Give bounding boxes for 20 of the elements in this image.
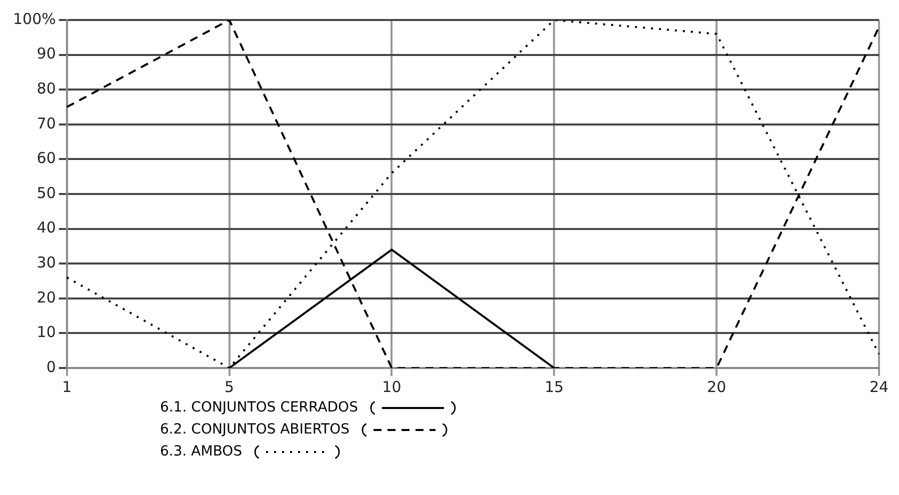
x-tick-label: 24 (869, 378, 889, 396)
y-tick-label: 0 (46, 358, 56, 376)
legend-label: 6.1. CONJUNTOS CERRADOS (160, 400, 358, 416)
legend-label: 6.3. AMBOS (160, 444, 242, 460)
y-tick-label: 70 (36, 114, 56, 132)
y-tick-label: 20 (36, 288, 56, 306)
y-tick-label: 40 (36, 218, 56, 237)
y-tick-label: 50 (36, 184, 56, 202)
x-tick-label: 1 (62, 378, 72, 396)
y-tick-label: 80 (36, 79, 56, 98)
y-tick-label: 30 (36, 253, 56, 272)
y-tick-label: 60 (36, 149, 56, 168)
x-tick-label: 20 (707, 378, 726, 396)
y-tick-label: 100% (12, 10, 56, 28)
x-tick-label: 15 (544, 378, 564, 396)
y-tick-label: 90 (36, 44, 56, 63)
x-tick-label: 10 (382, 378, 402, 396)
x-tick-label: 5 (224, 378, 234, 396)
legend-label: 6.2. CONJUNTOS ABIERTOS (160, 422, 350, 438)
y-tick-label: 10 (36, 323, 56, 342)
